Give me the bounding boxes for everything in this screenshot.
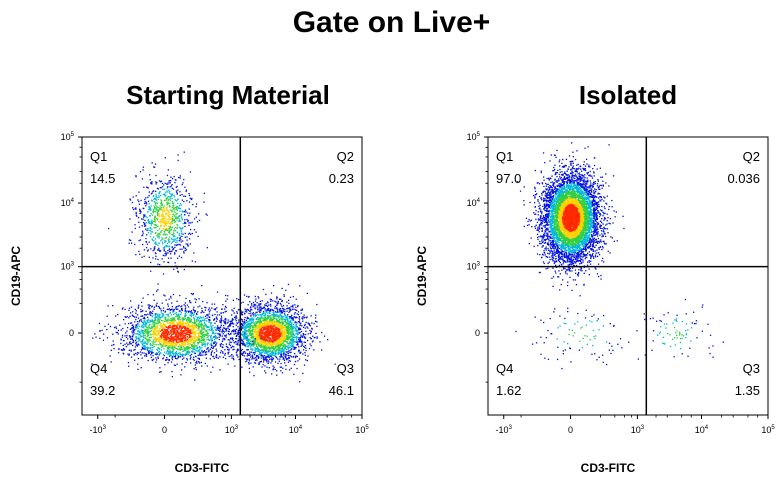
plot-isolated: Q1 97.0 Q2 0.036 Q3 1.35 Q4 1.62 -103 0 103 104 105 0… (415, 132, 775, 475)
y-tick-label: 103 (61, 262, 75, 272)
population-2 (515, 289, 639, 370)
quadrant-value: 14.5 (90, 171, 115, 186)
panel-title-starting: Starting Material (126, 80, 330, 110)
x-tick-label: 0 (162, 425, 167, 435)
x-tick-label: 0 (568, 425, 573, 435)
quadrant-value: 1.35 (735, 383, 760, 398)
population-2 (91, 283, 262, 381)
quadrant-label: Q3 (337, 361, 354, 376)
quadrant-value: 0.23 (329, 171, 354, 186)
y-axis-label: CD19-APC (415, 246, 429, 306)
plot-starting-material: Q1 14.5 Q2 0.23 Q3 46.1 Q4 39.2 -103 0 103 104 105 0 1… (9, 132, 369, 475)
plot-frame (81, 136, 363, 416)
figure-title: Gate on Live+ (292, 6, 491, 39)
x-tick-label: 103 (631, 425, 645, 435)
population-0 (108, 151, 208, 275)
y-tick-label: 104 (467, 198, 481, 208)
quadrant-value: 46.1 (329, 383, 354, 398)
plot-frame (487, 136, 769, 416)
x-axis-label: CD3-FITC (581, 461, 636, 475)
x-tick-label: 105 (355, 425, 369, 435)
quadrant-value: 97.0 (496, 171, 521, 186)
population-1 (643, 298, 724, 358)
x-tick-label: 104 (695, 425, 709, 435)
x-tick-label: -103 (496, 425, 513, 435)
y-axis-label: CD19-APC (9, 246, 23, 306)
population-0 (516, 142, 625, 297)
quadrant-label: Q1 (90, 149, 107, 164)
event-dots (91, 151, 336, 383)
x-tick-label: 103 (225, 425, 239, 435)
x-tick-label: 105 (761, 425, 775, 435)
x-tick-label: 104 (289, 425, 303, 435)
event-dots (515, 142, 724, 370)
y-tick-label: 104 (61, 198, 75, 208)
quadrant-label: Q3 (743, 361, 760, 376)
quadrant-label: Q2 (337, 149, 354, 164)
quadrant-value: 0.036 (727, 171, 760, 186)
y-tick-label: 0 (475, 328, 480, 338)
y-tick-label: 105 (467, 132, 481, 142)
x-axis-label: CD3-FITC (175, 461, 230, 475)
quadrant-value: 39.2 (90, 383, 115, 398)
y-tick-label: 103 (467, 262, 481, 272)
quadrant-label: Q2 (743, 149, 760, 164)
quadrant-label: Q4 (496, 361, 513, 376)
panel-title-isolated: Isolated (578, 80, 678, 110)
quadrant-label: Q1 (496, 149, 513, 164)
x-tick-label: -103 (90, 425, 107, 435)
quadrant-value: 1.62 (496, 383, 521, 398)
quadrant-label: Q4 (90, 361, 107, 376)
y-tick-label: 105 (61, 132, 75, 142)
y-tick-label: 0 (69, 328, 74, 338)
